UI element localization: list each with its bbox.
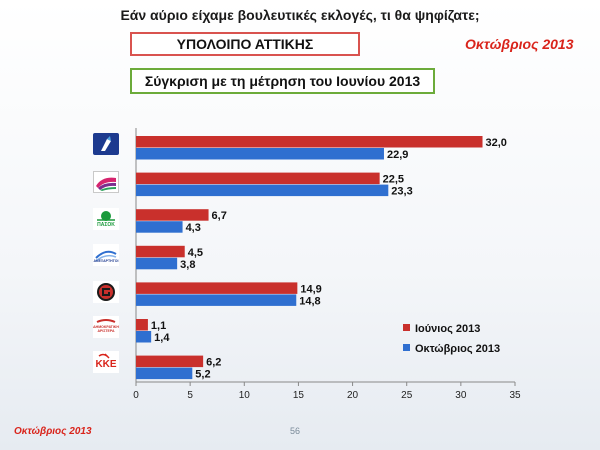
data-label: 5,2 bbox=[195, 369, 210, 381]
data-label: 4,3 bbox=[186, 222, 201, 234]
data-label: 32,0 bbox=[486, 137, 507, 149]
bar-june bbox=[136, 209, 209, 221]
legend-swatch-october bbox=[403, 344, 410, 351]
data-label: 3,8 bbox=[180, 259, 195, 271]
legend-label-june: Ιούνιος 2013 bbox=[415, 323, 480, 335]
bar-june bbox=[136, 245, 185, 258]
data-label: 22,9 bbox=[387, 149, 408, 161]
data-label: 6,7 bbox=[212, 210, 227, 222]
x-tick-label: 20 bbox=[347, 390, 359, 401]
bar-june bbox=[136, 355, 204, 368]
x-tick-label: 10 bbox=[239, 390, 251, 401]
x-tick-label: 30 bbox=[455, 390, 467, 401]
dimar-swoosh-icon bbox=[96, 319, 116, 323]
data-label: 23,3 bbox=[391, 186, 412, 198]
kke-logo: ΚΚΕ bbox=[93, 351, 119, 373]
anel-flag-icon bbox=[95, 250, 117, 262]
data-label: 1,1 bbox=[151, 320, 166, 332]
data-label: 6,2 bbox=[206, 357, 221, 369]
nd-logo bbox=[93, 133, 119, 155]
comparison-subtitle: Σύγκριση με τη μέτρηση του Ιουνίου 2013 bbox=[144, 73, 421, 89]
survey-date: Οκτώβριος 2013 bbox=[465, 36, 574, 52]
bar-october bbox=[136, 367, 193, 380]
legend-label-october: Οκτώβριος 2013 bbox=[415, 343, 500, 355]
kke-hammer-sickle-icon bbox=[98, 353, 110, 359]
kke-logo-text: ΚΚΕ bbox=[95, 359, 117, 370]
nd-torch-icon bbox=[101, 136, 111, 151]
data-label: 4,5 bbox=[188, 247, 203, 259]
main-title: Εάν αύριο είχαμε βουλευτικές εκλογές, τι… bbox=[120, 7, 480, 23]
data-label: 22,5 bbox=[383, 174, 404, 186]
region-title: ΥΠΟΛΟΙΠΟ ΑΤΤΙΚΗΣ bbox=[176, 36, 314, 52]
x-tick-label: 0 bbox=[133, 390, 139, 401]
comparison-subtitle-box: Σύγκριση με τη μέτρηση του Ιουνίου 2013 bbox=[130, 68, 435, 94]
bar-june bbox=[136, 319, 148, 331]
bar-october bbox=[136, 257, 178, 270]
data-label: 1,4 bbox=[154, 332, 170, 344]
syriza-logo bbox=[93, 171, 119, 193]
bar-june bbox=[136, 282, 298, 294]
pasok-logo-text: ΠΑΣΟΚ bbox=[97, 222, 115, 228]
x-tick-label: 5 bbox=[187, 390, 193, 401]
syriza-flag-icon bbox=[96, 177, 116, 191]
bar-october bbox=[136, 221, 183, 233]
golden-dawn-emblem-icon bbox=[97, 283, 115, 301]
footer-date: Οκτώβριος 2013 bbox=[14, 426, 92, 437]
data-label: 14,8 bbox=[299, 295, 320, 307]
x-tick-label: 15 bbox=[293, 390, 305, 401]
page-number: 56 bbox=[290, 426, 301, 436]
region-title-box: ΥΠΟΛΟΙΠΟ ΑΤΤΙΚΗΣ bbox=[130, 32, 360, 56]
bar-june bbox=[136, 172, 380, 185]
anel-logo-text: ΑΝΕΞΑΡΤΗΤΟΙ bbox=[93, 259, 119, 263]
bar-june bbox=[136, 136, 483, 148]
bar-october bbox=[136, 331, 152, 343]
dimar-logo-text: ΔΗΜΟΚΡΑΤΙΚΗ ΑΡΙΣΤΕΡΑ bbox=[93, 325, 119, 333]
bar-october bbox=[136, 184, 389, 197]
x-tick-label: 25 bbox=[401, 390, 413, 401]
golden-dawn-logo bbox=[93, 281, 119, 303]
pasok-logo: ΠΑΣΟΚ bbox=[93, 208, 119, 230]
pasok-sun-icon bbox=[97, 211, 115, 221]
dimar-logo: ΔΗΜΟΚΡΑΤΙΚΗ ΑΡΙΣΤΕΡΑ bbox=[93, 316, 119, 338]
anel-logo: ΑΝΕΞΑΡΤΗΤΟΙ bbox=[93, 244, 119, 266]
legend-swatch-june bbox=[403, 324, 410, 331]
bar-october bbox=[136, 148, 384, 160]
bar-october bbox=[136, 294, 297, 306]
data-label: 14,9 bbox=[300, 283, 321, 295]
x-tick-label: 35 bbox=[509, 390, 521, 401]
